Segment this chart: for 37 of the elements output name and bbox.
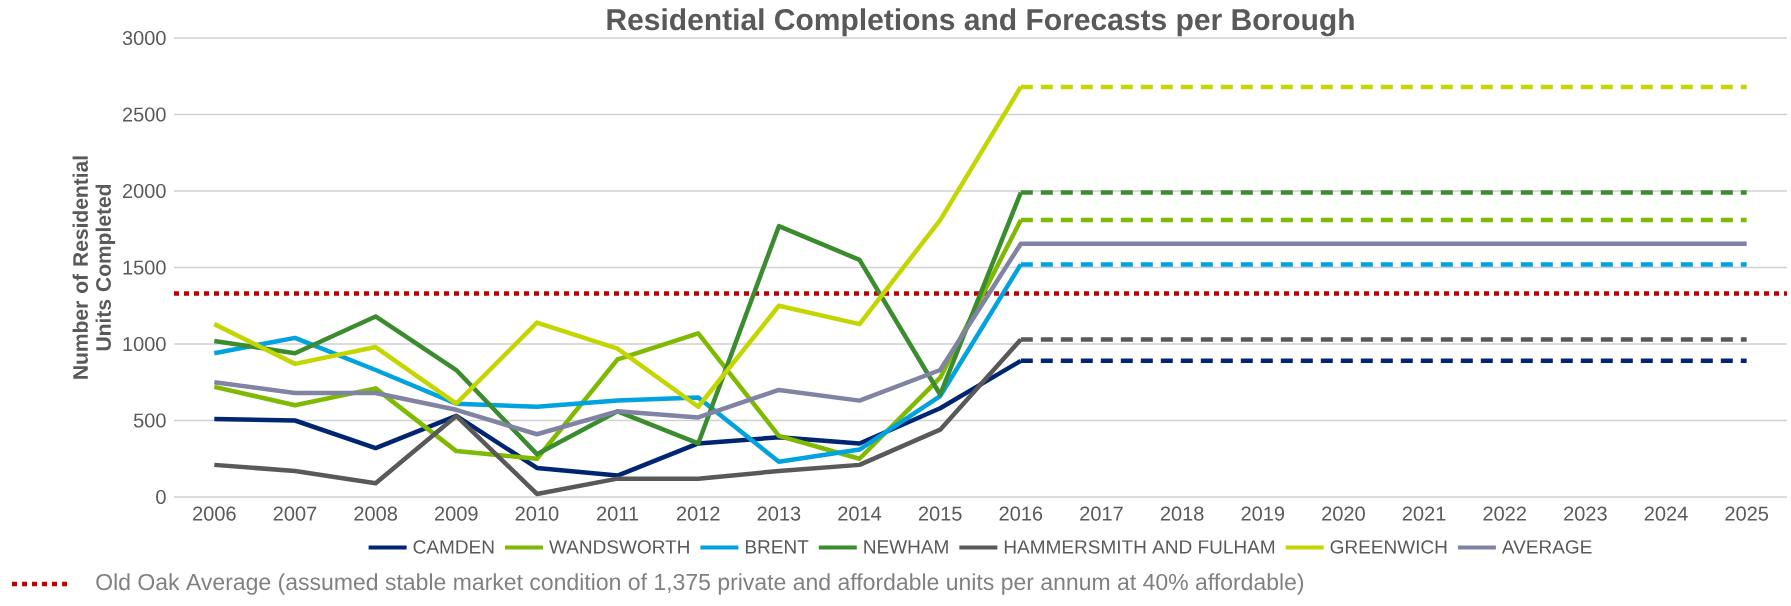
y-tick-label: 2500 bbox=[122, 107, 166, 122]
y-tick-label: 1500 bbox=[123, 260, 166, 275]
x-tick-label: 2014 bbox=[838, 506, 882, 521]
legend-label: GREENWICH bbox=[1330, 540, 1447, 554]
x-tick-label: 2010 bbox=[515, 506, 559, 521]
x-tick-label: 2019 bbox=[1241, 506, 1285, 521]
y-tick-label: 500 bbox=[133, 413, 166, 428]
legend-label: CAMDEN bbox=[413, 540, 494, 554]
y-tick-label: 3000 bbox=[122, 30, 166, 46]
x-tick-label: 2025 bbox=[1725, 506, 1769, 521]
legend-label: NEWHAM bbox=[864, 540, 948, 554]
x-tick-label: 2022 bbox=[1483, 506, 1526, 521]
x-tick-label: 2009 bbox=[435, 506, 478, 521]
x-tick-label: 2013 bbox=[757, 506, 801, 521]
legend-label: WANDSWORTH bbox=[549, 540, 689, 554]
x-tick-label: 2017 bbox=[1080, 506, 1123, 521]
y-axis-title: Number of Residential Units Completed bbox=[72, 156, 116, 379]
x-tick-label: 2015 bbox=[918, 506, 962, 521]
x-tick-label: 2008 bbox=[354, 506, 397, 521]
x-tick-label: 2023 bbox=[1564, 506, 1607, 521]
x-tick-label: 2012 bbox=[676, 506, 720, 521]
x-tick-label: 2021 bbox=[1402, 506, 1446, 521]
chart-title: Residential Completions and Forecasts per Borough bbox=[607, 8, 1354, 37]
x-tick-label: 2018 bbox=[1160, 506, 1204, 521]
x-tick-label: 2020 bbox=[1322, 506, 1365, 521]
x-tick-label: 2007 bbox=[273, 506, 317, 521]
legend-label: AVERAGE bbox=[1501, 540, 1592, 554]
x-tick-label: 2011 bbox=[597, 506, 639, 521]
legend-label: Old Oak Average (assumed stable market condition of 1,375 private and affordable units per annum at 40% affordable) bbox=[96, 573, 1304, 595]
x-tick-label: 2006 bbox=[193, 506, 236, 521]
y-tick-label: 2000 bbox=[122, 183, 166, 199]
legend-label: HAMMERSMITH AND FULHAM bbox=[1004, 540, 1275, 554]
y-tick-label: 1000 bbox=[123, 336, 166, 352]
y-tick-label: 0 bbox=[156, 489, 166, 505]
x-tick-label: 2024 bbox=[1644, 506, 1688, 521]
legend-label: BRENT bbox=[745, 540, 809, 554]
x-tick-label: 2016 bbox=[999, 506, 1043, 521]
